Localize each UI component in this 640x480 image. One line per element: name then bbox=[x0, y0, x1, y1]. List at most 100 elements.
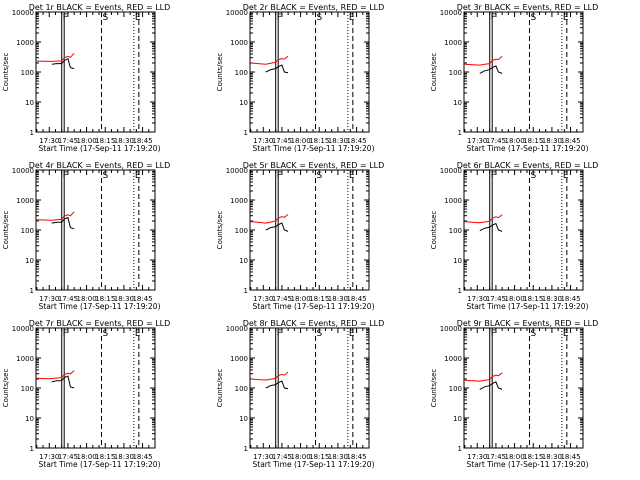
y-axis-label: Counts/sec bbox=[2, 211, 10, 250]
y-tick-label: 1000 bbox=[230, 197, 248, 205]
marker-letter: E bbox=[563, 171, 569, 181]
x-tick-label: 18:00 bbox=[76, 453, 96, 461]
x-tick-label: 18:30 bbox=[542, 137, 562, 145]
marker-letter: S bbox=[103, 13, 109, 23]
x-tick-label: 17:45 bbox=[486, 295, 506, 303]
y-tick-label: 1000 bbox=[230, 355, 248, 363]
marker-letter: F bbox=[491, 329, 496, 339]
marker-letter: S bbox=[103, 171, 109, 181]
y-tick-label: 1000 bbox=[16, 355, 34, 363]
marker-letter: E bbox=[563, 13, 569, 23]
y-tick-label: 10000 bbox=[12, 167, 34, 175]
x-tick-label: 17:30 bbox=[467, 295, 487, 303]
y-tick-label: 10000 bbox=[12, 9, 34, 17]
y-tick-label: 10 bbox=[239, 257, 248, 265]
x-tick-label: 17:45 bbox=[58, 453, 78, 461]
x-tick-label: 18:30 bbox=[328, 295, 348, 303]
lld-series-line bbox=[36, 211, 75, 221]
x-tick-label: 17:30 bbox=[39, 295, 59, 303]
y-tick-label: 10 bbox=[239, 99, 248, 107]
x-tick-label: 17:30 bbox=[39, 453, 59, 461]
y-tick-label: 100 bbox=[449, 69, 462, 77]
x-tick-label: 18:30 bbox=[114, 137, 134, 145]
x-tick-label: 18:45 bbox=[560, 453, 580, 461]
x-tick-label: 17:30 bbox=[467, 137, 487, 145]
y-tick-label: 100 bbox=[21, 69, 34, 77]
x-tick-label: 18:15 bbox=[309, 295, 329, 303]
plot-frame bbox=[249, 169, 370, 291]
x-tick-label: 18:30 bbox=[114, 453, 134, 461]
x-tick-label: 17:30 bbox=[39, 137, 59, 145]
y-tick-label: 1 bbox=[458, 445, 462, 453]
events-series-line bbox=[265, 64, 289, 74]
x-axis-label: Start Time (17-Sep-11 17:19:20) bbox=[39, 460, 161, 469]
x-axis-label: Start Time (17-Sep-11 17:19:20) bbox=[253, 460, 375, 469]
y-tick-label: 10000 bbox=[226, 325, 248, 333]
y-axis-label: Counts/sec bbox=[2, 369, 10, 408]
x-axis-label: Start Time (17-Sep-11 17:19:20) bbox=[467, 302, 589, 311]
marker-letter: S bbox=[317, 329, 323, 339]
chart-title: Det 9r BLACK = Events, RED = LLD bbox=[457, 319, 599, 328]
marker-letter: F bbox=[63, 329, 68, 339]
x-tick-label: 17:45 bbox=[58, 295, 78, 303]
x-tick-label: 18:15 bbox=[523, 453, 543, 461]
y-tick-label: 100 bbox=[21, 385, 34, 393]
y-tick-label: 10000 bbox=[440, 9, 462, 17]
y-tick-label: 1 bbox=[244, 129, 248, 137]
y-tick-label: 10000 bbox=[12, 325, 34, 333]
plot-frame bbox=[249, 11, 370, 133]
y-tick-label: 100 bbox=[235, 227, 248, 235]
events-series-line bbox=[479, 381, 503, 390]
events-series-line bbox=[51, 57, 75, 70]
marker-letter: F bbox=[277, 329, 282, 339]
marker-letter: S bbox=[531, 171, 537, 181]
chart-title: Det 7r BLACK = Events, RED = LLD bbox=[29, 319, 171, 328]
plot-frame bbox=[35, 169, 156, 291]
y-tick-label: 1000 bbox=[444, 355, 462, 363]
x-tick-label: 17:30 bbox=[253, 295, 273, 303]
chart-title: Det 6r BLACK = Events, RED = LLD bbox=[457, 161, 599, 170]
x-tick-label: 18:45 bbox=[132, 137, 152, 145]
y-tick-label: 10000 bbox=[226, 9, 248, 17]
marker-letter: E bbox=[349, 13, 355, 23]
y-tick-label: 1000 bbox=[230, 39, 248, 47]
x-tick-label: 18:15 bbox=[523, 137, 543, 145]
y-tick-label: 1 bbox=[458, 129, 462, 137]
x-tick-label: 17:45 bbox=[486, 137, 506, 145]
plot-frame bbox=[35, 11, 156, 133]
x-axis-label: Start Time (17-Sep-11 17:19:20) bbox=[39, 302, 161, 311]
x-tick-label: 18:30 bbox=[542, 453, 562, 461]
x-tick-label: 18:15 bbox=[309, 137, 329, 145]
y-axis-label: Counts/sec bbox=[216, 211, 224, 250]
plot-frame bbox=[35, 327, 156, 449]
y-axis-label: Counts/sec bbox=[430, 211, 438, 250]
lld-series-line bbox=[36, 52, 75, 62]
x-tick-label: 18:45 bbox=[346, 295, 366, 303]
chart-title: Det 4r BLACK = Events, RED = LLD bbox=[29, 161, 171, 170]
x-axis-label: Start Time (17-Sep-11 17:19:20) bbox=[467, 144, 589, 153]
y-tick-label: 1 bbox=[30, 287, 34, 295]
marker-letter: F bbox=[277, 171, 282, 181]
y-tick-label: 10 bbox=[453, 415, 462, 423]
x-tick-label: 18:45 bbox=[560, 295, 580, 303]
y-tick-label: 100 bbox=[449, 385, 462, 393]
chart-title: Det 1r BLACK = Events, RED = LLD bbox=[29, 3, 171, 12]
y-tick-label: 10 bbox=[453, 257, 462, 265]
x-tick-label: 18:15 bbox=[95, 137, 115, 145]
x-tick-label: 18:00 bbox=[504, 453, 524, 461]
x-tick-label: 18:00 bbox=[290, 295, 310, 303]
marker-letter: F bbox=[491, 171, 496, 181]
y-axis-label: Counts/sec bbox=[430, 369, 438, 408]
x-tick-label: 17:45 bbox=[272, 453, 292, 461]
events-series-line bbox=[479, 222, 503, 232]
chart-title: Det 5r BLACK = Events, RED = LLD bbox=[243, 161, 385, 170]
events-series-line bbox=[51, 216, 75, 230]
marker-letter: S bbox=[317, 13, 323, 23]
x-tick-label: 18:00 bbox=[504, 295, 524, 303]
lld-series-line bbox=[250, 371, 289, 381]
y-tick-label: 1 bbox=[244, 287, 248, 295]
lld-series-line bbox=[36, 370, 75, 380]
